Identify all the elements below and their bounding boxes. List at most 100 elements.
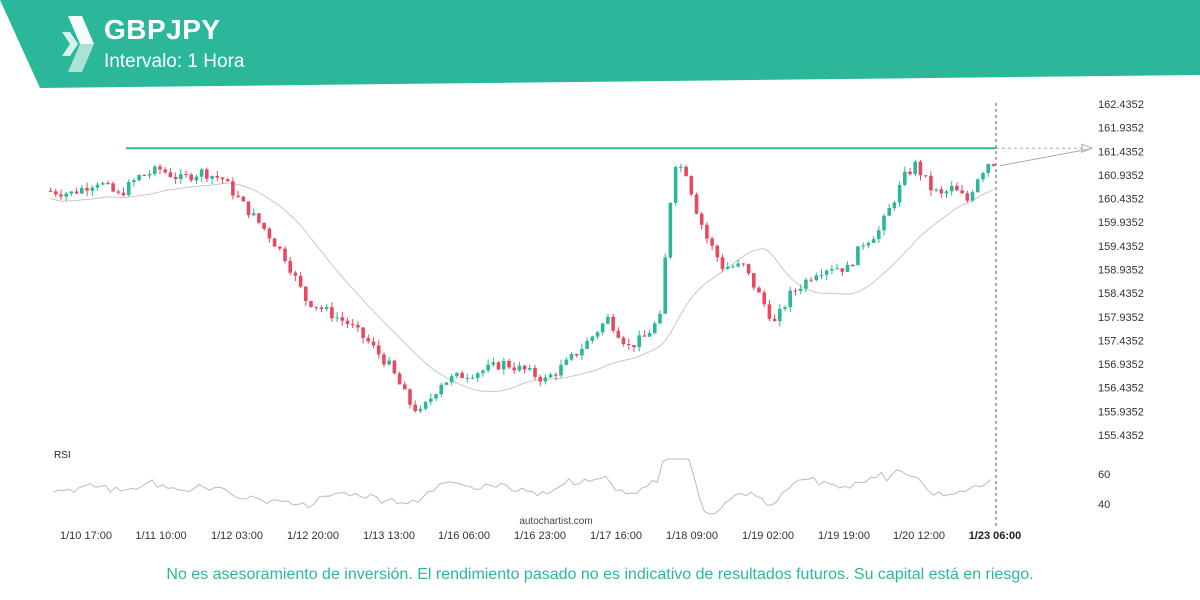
candle-body [970,192,975,201]
candle-body [158,166,162,170]
candle-body [637,335,641,348]
candle-body [600,323,605,333]
candle-body [564,359,569,365]
x-tick-label: 1/12 20:00 [287,530,339,542]
candle-body [653,323,657,333]
candle-body [304,286,308,301]
x-tick-label: 1/19 02:00 [742,530,794,542]
candle-body [522,365,527,370]
x-tick-label: 1/18 09:00 [666,530,718,542]
candle-body [689,176,694,195]
y-tick-label: 156.4352 [1098,383,1144,395]
candle-body [168,172,173,177]
projection-arrow [1081,143,1094,153]
candle-body [80,187,84,194]
candle-body [298,275,303,287]
candle-body [533,368,537,377]
candle-body [627,344,631,345]
candle-body [595,332,600,337]
watermark: autochartist.com [519,516,592,527]
candle-body [715,245,720,258]
y-tick-label: 156.9352 [1098,359,1144,371]
candle-body [371,341,376,346]
candle-body [616,330,621,338]
rsi-tick-label: 60 [1098,469,1110,481]
candle-body [835,268,839,270]
candle-body [210,176,214,179]
candle-body [986,164,990,173]
y-tick-label: 159.9352 [1098,217,1144,229]
candle-body [189,174,193,181]
candle-body [366,338,371,342]
moving-average [50,182,994,392]
candle-body [606,316,610,324]
candle-body [418,408,423,412]
candle-body [944,191,949,194]
candle-body [455,372,459,377]
x-tick-label: 1/12 03:00 [211,530,263,542]
candle-body [720,257,725,269]
candle-body [387,360,391,365]
candle-body [949,185,954,192]
candle-body [507,361,511,368]
candle-body [257,213,261,223]
header-shape [0,0,1200,88]
candle-body [340,317,345,321]
y-tick-label: 157.4352 [1098,335,1144,347]
disclaimer: No es asesoramiento de inversión. El ren… [166,566,1034,583]
candle-body [335,317,339,319]
candle-body [278,246,282,249]
candle-body [736,263,740,267]
candle-body [100,183,105,185]
candle-body [319,307,324,309]
candle-body [590,336,595,341]
candle-body [908,171,912,174]
candle-body [413,404,417,412]
candle-body [975,179,980,193]
candle-body [830,269,834,271]
y-tick-label: 157.9352 [1098,312,1144,324]
candle-body [960,190,964,194]
ma-line [50,182,994,392]
candle-body [934,189,938,191]
candle-body [465,377,470,379]
x-tick-label: 1/20 12:00 [893,530,945,542]
y-tick-label: 161.4352 [1098,146,1144,158]
logo-part [68,16,94,44]
candle-body [955,185,959,191]
candle-body [184,174,188,176]
candle-body [48,190,53,192]
candle-body [861,245,865,247]
candle-body [106,183,110,185]
candle-body [548,374,553,378]
x-tick-label: 1/17 16:00 [590,530,642,542]
candle-body [741,263,746,265]
candle-body [731,266,735,268]
candle-body [981,173,985,180]
candle-body [460,372,464,379]
candle-body [632,345,636,348]
candle-body [350,324,355,326]
candle-body [658,313,662,324]
candle-body [434,394,438,399]
candle-body [840,268,845,272]
candle-body [231,181,235,196]
candle-body [199,169,204,177]
candle-body [918,161,923,176]
candle-body [142,175,147,176]
candle-body [236,195,240,197]
x-tick-label: 1/19 19:00 [818,530,870,542]
candle-body [752,273,756,288]
candle-body [892,202,897,208]
logo-icon [62,16,94,72]
candle-body [491,362,496,365]
candle-body [272,238,277,247]
resistance-line [126,143,1094,167]
candle-body [804,279,808,289]
candle-body [179,174,183,179]
y-tick-label: 155.9352 [1098,406,1144,418]
x-tick-label: 1/23 06:00 [969,530,1022,542]
candle-body [423,401,428,409]
x-tick-label: 1/11 10:00 [135,530,186,542]
